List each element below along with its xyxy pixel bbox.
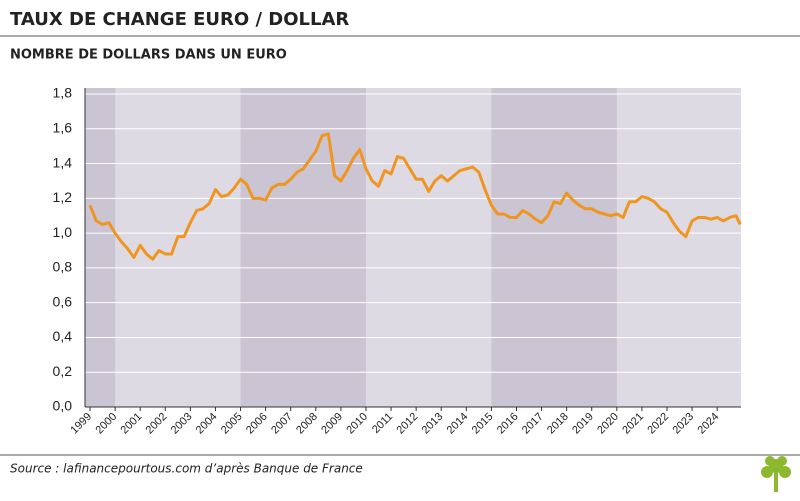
shaded-span bbox=[85, 88, 116, 407]
x-tick-label: 2024 bbox=[696, 411, 722, 437]
y-tick-label: 1,6 bbox=[53, 119, 73, 135]
x-tick-label: 2021 bbox=[620, 411, 646, 437]
bands bbox=[85, 88, 617, 407]
y-tick-label: 0,4 bbox=[53, 328, 73, 344]
x-tick-label: 2006 bbox=[244, 411, 270, 437]
y-tick-label: 1,8 bbox=[53, 85, 73, 101]
source: Source : lafinancepourtous.com d’après B… bbox=[10, 462, 363, 476]
y-tick-label: 1,4 bbox=[53, 154, 73, 170]
y-tick-label: 0,8 bbox=[53, 259, 73, 275]
y-tick-label: 0,6 bbox=[53, 293, 73, 309]
x-tick-label: 2001 bbox=[119, 411, 145, 437]
x-tick-label: 2020 bbox=[595, 411, 621, 437]
chart-title: TAUX DE CHANGE EURO / DOLLAR bbox=[10, 9, 349, 30]
lines bbox=[88, 132, 742, 261]
x-tick-label: 2008 bbox=[294, 411, 320, 437]
y-tick-label: 0,0 bbox=[53, 398, 73, 414]
x-tick-label: 2017 bbox=[520, 411, 546, 437]
shaded-span bbox=[240, 88, 366, 407]
x-tick-label: 2014 bbox=[445, 411, 471, 437]
x-tick-label: 1999 bbox=[68, 411, 94, 437]
x-tick-label: 2009 bbox=[319, 411, 345, 437]
x-tick-label: 2010 bbox=[344, 411, 370, 437]
x-tick-label: 2019 bbox=[570, 411, 596, 437]
x-tick-label: 2004 bbox=[194, 411, 220, 437]
x-tick-label: 2013 bbox=[420, 411, 446, 437]
x-tick-label: 2022 bbox=[645, 411, 671, 437]
chart-subtitle: NOMBRE DE DOLLARS DANS UN EURO bbox=[10, 48, 287, 63]
x-tick-label: 2011 bbox=[370, 411, 395, 436]
x-tick-label: 2018 bbox=[545, 411, 571, 437]
logo-tree bbox=[761, 456, 791, 492]
y-tick-label: 0,2 bbox=[53, 363, 73, 379]
x-tick-label: 2012 bbox=[395, 411, 421, 437]
y-tick-label: 1,0 bbox=[53, 224, 73, 240]
x-tick-label: 2016 bbox=[495, 411, 521, 437]
series-line bbox=[88, 132, 742, 261]
x-tick-label: 2005 bbox=[219, 411, 245, 437]
shaded-span bbox=[491, 88, 617, 407]
y-tick-label: 1,2 bbox=[53, 189, 73, 205]
x-tick-label: 2003 bbox=[169, 411, 195, 437]
x-tick-label: 2015 bbox=[470, 411, 496, 437]
x-tick-label: 2002 bbox=[144, 411, 170, 437]
x-tick-label: 2023 bbox=[670, 411, 696, 437]
x-tick-label: 2007 bbox=[269, 411, 295, 437]
plot-area bbox=[85, 88, 741, 407]
x-tick-label: 2000 bbox=[93, 411, 119, 437]
